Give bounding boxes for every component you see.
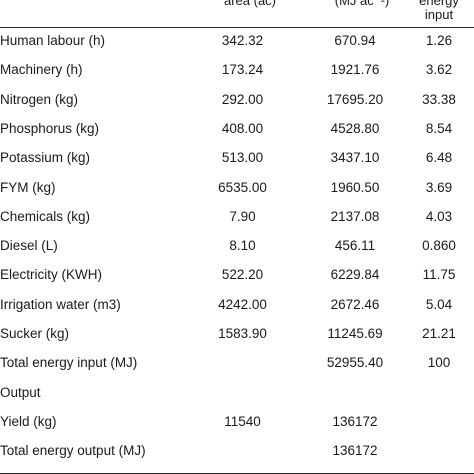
row-energy-equivalent: 136172 xyxy=(332,443,378,459)
row-quantity: 11540 xyxy=(224,413,261,429)
row-item-label: Yield (kg) xyxy=(0,413,57,429)
row-energy-share: 3.69 xyxy=(425,179,453,195)
row-energy-share: 6.48 xyxy=(425,150,453,166)
row-item-label: Chemicals (kg) xyxy=(0,208,91,224)
row-energy-equivalent: 136172 xyxy=(332,413,378,429)
row-energy-equivalent: 1960.50 xyxy=(330,179,380,195)
row-item-label: FYM (kg) xyxy=(0,179,56,195)
header-energy-share-line1: energy xyxy=(419,0,459,8)
row-quantity: 342.32 xyxy=(221,33,264,48)
row-item-label: Diesel (L) xyxy=(0,238,58,254)
header-energy-share-line2: input xyxy=(424,7,454,22)
row-quantity: 8.10 xyxy=(229,238,256,254)
row-energy-share: 0.860 xyxy=(422,238,456,254)
row-item-label: Irrigation water (m3) xyxy=(0,296,121,312)
table-row: FYM (kg) 6535.00 1960.50 3.69 xyxy=(0,178,474,198)
row-item-label: Total energy input (MJ) xyxy=(0,355,138,371)
row-energy-share: 33.38 xyxy=(422,91,456,107)
row-item-label: Output xyxy=(0,384,41,400)
row-energy-equivalent: 52955.40 xyxy=(326,355,384,371)
table-row: Chemicals (kg) 7.90 2137.08 4.03 xyxy=(0,207,474,227)
header-quantity: area (ac) xyxy=(223,0,277,8)
row-energy-equivalent: 4528.80 xyxy=(330,120,380,136)
table-row: Human labour (h) 342.32 670.94 1.26 xyxy=(0,31,474,51)
table-row: Sucker (kg) 1583.90 11245.69 21.21 xyxy=(0,324,474,344)
row-energy-equivalent: 11245.69 xyxy=(327,326,383,341)
row-item-label: Nitrogen (kg) xyxy=(0,91,79,107)
row-item-label: Machinery (h) xyxy=(0,62,83,78)
row-energy-share: 3.62 xyxy=(425,62,453,78)
row-quantity: 4242.00 xyxy=(218,296,267,312)
row-quantity: 1583.90 xyxy=(218,326,267,341)
row-energy-share: 4.03 xyxy=(425,208,453,224)
row-item-label: Potassium (kg) xyxy=(0,150,91,166)
row-quantity: 522.20 xyxy=(221,267,264,283)
row-item-label: Phosphorus (kg) xyxy=(0,120,100,136)
table-row: Nitrogen (kg) 292.00 17695.20 33.38 xyxy=(0,90,474,110)
row-item-label: Human labour (h) xyxy=(0,33,106,48)
header-energy-equivalent: (MJ ac⁻¹) xyxy=(334,0,390,8)
row-energy-share: 1.26 xyxy=(425,33,453,48)
table-row: Diesel (L) 8.10 456.11 0.860 xyxy=(0,236,474,256)
row-quantity: 292.00 xyxy=(221,91,264,107)
row-quantity: 7.90 xyxy=(229,208,256,224)
row-energy-equivalent: 1921.76 xyxy=(330,62,380,78)
table-row: Total energy input (MJ) 52955.40 100 xyxy=(0,353,474,373)
row-energy-share: 11.75 xyxy=(422,267,456,283)
table-row: Phosphorus (kg) 408.00 4528.80 8.54 xyxy=(0,119,474,139)
row-quantity: 6535.00 xyxy=(218,179,267,195)
row-energy-equivalent: 2672.46 xyxy=(330,296,380,312)
header-energy-share: energy input xyxy=(404,0,474,22)
row-energy-share: 5.04 xyxy=(425,296,453,312)
row-quantity: 173.24 xyxy=(221,62,264,78)
row-energy-equivalent: 3437.10 xyxy=(330,150,380,166)
table-row: Yield (kg) 11540 136172 xyxy=(0,412,474,432)
table-row: Irrigation water (m3) 4242.00 2672.46 5.04 xyxy=(0,295,474,315)
table-row: Total energy output (MJ) 136172 xyxy=(0,441,474,461)
row-energy-share: 21.21 xyxy=(422,326,456,341)
table-row: Output xyxy=(0,383,474,403)
row-energy-equivalent: 6229.84 xyxy=(330,267,380,283)
row-energy-share: 100 xyxy=(427,355,451,371)
table-header: area (ac) (MJ ac⁻¹) energy input xyxy=(0,0,474,34)
table-row: Machinery (h) 173.24 1921.76 3.62 xyxy=(0,60,474,80)
header-divider xyxy=(0,27,474,28)
row-energy-equivalent: 2137.08 xyxy=(330,208,380,224)
row-quantity: 513.00 xyxy=(221,150,264,166)
table-row: Electricity (KWH) 522.20 6229.84 11.75 xyxy=(0,265,474,285)
row-quantity: 408.00 xyxy=(221,120,264,136)
row-energy-equivalent: 456.11 xyxy=(334,238,376,254)
row-item-label: Total energy output (MJ) xyxy=(0,443,146,459)
row-energy-share: 8.54 xyxy=(425,120,453,136)
row-item-label: Sucker (kg) xyxy=(0,326,70,341)
row-energy-equivalent: 17695.20 xyxy=(326,91,384,107)
table-row: Potassium (kg) 513.00 3437.10 6.48 xyxy=(0,148,474,168)
row-energy-equivalent: 670.94 xyxy=(334,33,376,48)
row-item-label: Electricity (KWH) xyxy=(0,267,102,283)
